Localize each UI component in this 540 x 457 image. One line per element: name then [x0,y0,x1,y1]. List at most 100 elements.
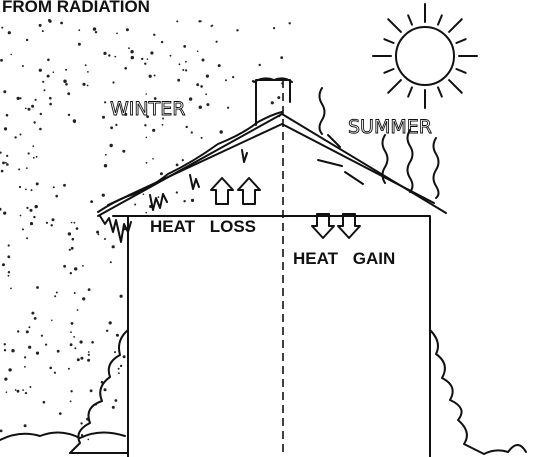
snowflake [123,355,126,358]
snowflake [46,222,48,224]
snowflake [96,231,99,234]
snowflake [35,205,38,208]
snowflake [141,58,143,60]
snowflake [55,195,58,198]
snowflake [220,130,223,133]
snowflake [118,368,120,370]
snowflake [54,295,56,297]
snowflake [277,96,280,99]
snowflake [191,199,194,202]
snowflake [39,128,42,131]
snowflake [65,69,67,71]
snowflake [88,354,90,356]
snowflake [145,93,147,95]
snowflake [110,126,113,129]
snowflake [191,131,193,133]
snowflake [53,71,55,73]
snowflake [152,158,154,160]
snowflake [149,75,152,78]
snowflake [87,71,89,73]
snowflake [158,196,160,198]
snowflake [6,155,8,157]
snowflake [33,121,35,123]
snowflake [170,55,172,57]
snowflake [146,162,148,164]
snowflake [36,286,39,289]
snowflake [35,99,37,101]
snowflake [185,69,187,71]
snowflake [78,43,81,46]
illustration: FROM RADIATION WINTER SUMMER HEAT LOSS H… [0,0,540,457]
snowflake [130,50,133,53]
snowflake [28,346,31,349]
snowflake [26,167,28,169]
snowflake [6,163,9,166]
snowflake [120,295,123,298]
snowflake [69,249,71,251]
snowflake [59,412,62,415]
snowflake [76,227,79,230]
snowflake [200,85,203,88]
snowflake [146,137,148,139]
snowflake [161,41,163,43]
snowflake [41,335,43,337]
snowflake [160,172,163,175]
snowflake [77,309,79,311]
snowflake [216,41,218,43]
snowflake [211,25,213,27]
snowflake [15,389,17,391]
snowflake [25,108,27,110]
snowflake [70,343,73,346]
snowflake [104,238,106,240]
snowflake [49,103,52,106]
snowflake [144,124,146,126]
snowflake [51,224,53,226]
snowflake [114,56,116,58]
snowflake [8,244,10,246]
snowflake [71,247,74,250]
snowflake [189,97,192,100]
snowflake [106,330,108,332]
snowflake [280,56,283,59]
snowflake [199,106,202,109]
snowflake [182,69,184,71]
snowflake [18,168,20,170]
snowflake [8,271,10,273]
snowflake [72,238,75,241]
snowflake [24,424,27,427]
snowflake [110,261,112,263]
snowflake [71,222,73,224]
snowflake [82,297,85,300]
snowflake [49,20,52,23]
snowflake [17,390,20,393]
snowflake [20,134,22,136]
snowflake [68,114,70,116]
snowflake [52,218,55,221]
snowflake [17,330,19,332]
winter-label: WINTER [110,98,185,120]
snowflake [44,89,46,91]
snowflake [271,101,274,104]
snowflake [4,343,6,345]
snowflake [153,34,155,36]
snowflake [28,152,30,154]
snowflake [112,245,115,248]
snowflake [82,265,84,267]
snowflake [197,50,199,52]
snowflake [25,392,27,394]
snowflake [42,81,44,83]
snowflake [7,275,9,277]
snowflake [2,162,5,165]
snowflake [26,207,28,209]
snowflake [196,83,199,86]
snowflake [53,186,55,188]
snowflake [34,317,37,320]
snowflake [39,24,42,27]
snowflake [144,63,146,65]
snowflake [36,156,38,158]
snowflake [114,351,116,353]
snowflake [8,368,11,371]
snowflake [176,20,178,22]
snowflake [19,186,21,188]
summer-label: SUMMER [348,116,432,138]
